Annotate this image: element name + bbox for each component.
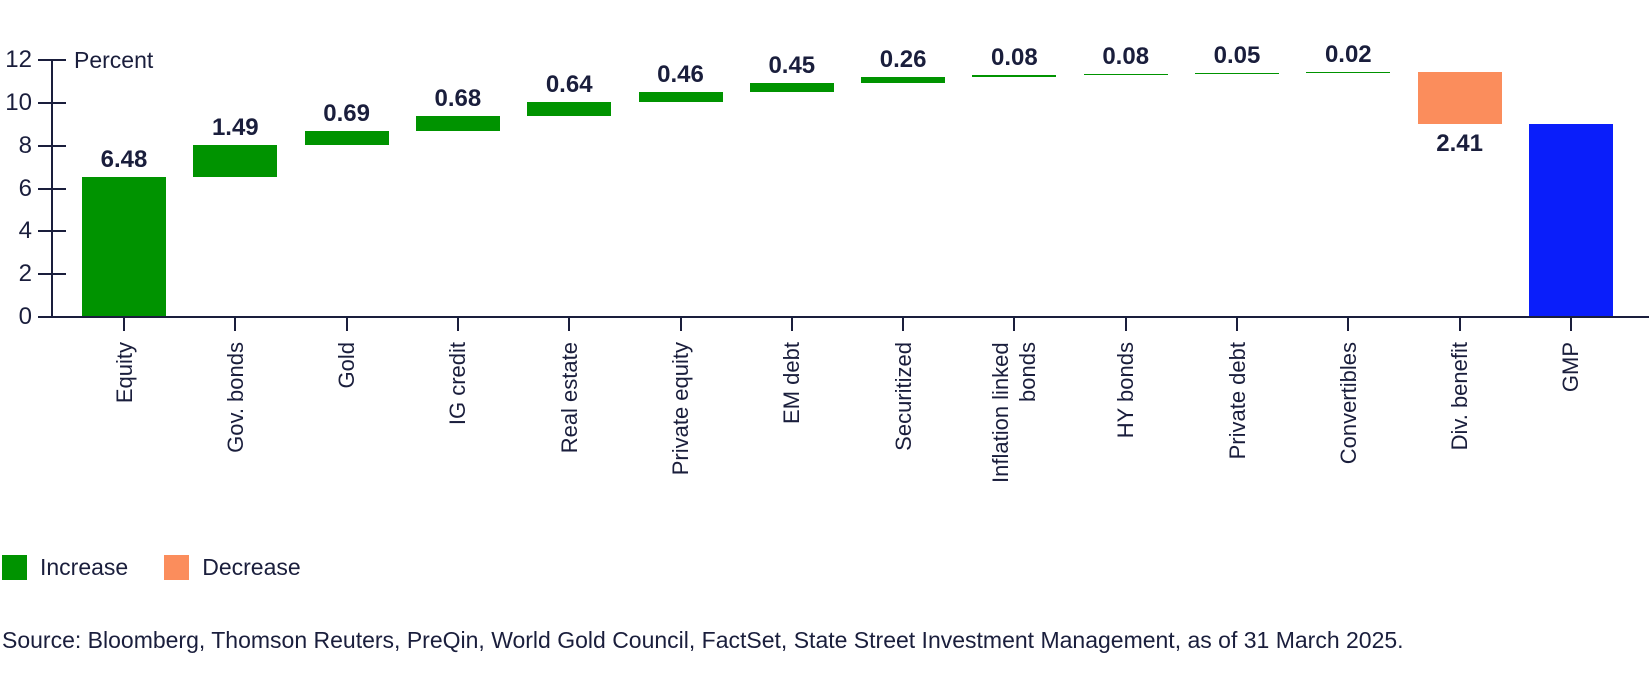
x-axis-line — [38, 316, 1649, 318]
y-tick-label: 8 — [18, 131, 32, 159]
x-tick — [790, 318, 793, 331]
category-label-text: Gold — [334, 342, 360, 389]
y-tick-label: 2 — [18, 260, 32, 288]
bar-decrease — [1417, 72, 1502, 124]
bar-increase — [82, 177, 166, 316]
bar-value-label: 0.64 — [545, 71, 593, 99]
decrease-swatch — [164, 555, 190, 580]
category-label-text: Convertibles — [1335, 342, 1361, 465]
x-tick — [1236, 318, 1238, 331]
bar-value-label: 0.45 — [768, 51, 816, 79]
bar-value-label: 1.49 — [211, 114, 259, 142]
bar-value-label: 0.26 — [879, 46, 927, 74]
bar-increase — [638, 92, 723, 103]
x-tick — [1347, 318, 1350, 331]
source-text: Source: Bloomberg, Thomson Reuters, PreQ… — [2, 627, 1404, 653]
category-label-text: Div. benefit — [1447, 342, 1473, 451]
y-tick — [38, 144, 66, 147]
bar-value-label: 0.05 — [1213, 41, 1261, 69]
x-tick — [1458, 318, 1461, 331]
x-tick — [456, 318, 459, 331]
category-label-text: Private equity — [668, 342, 693, 476]
bar-value-label: 0.02 — [1324, 41, 1372, 69]
y-tick-label: 6 — [18, 174, 32, 202]
bar-value-label: 6.48 — [100, 146, 148, 174]
bar-increase — [861, 77, 946, 83]
bar-increase — [1083, 73, 1168, 76]
y-tick — [38, 230, 66, 233]
y-tick-label: 4 — [18, 217, 32, 245]
legend-item-increase: Increase — [2, 554, 128, 581]
bar-value-label: 0.68 — [434, 84, 482, 112]
x-tick — [1124, 318, 1127, 331]
y-tick — [38, 273, 66, 276]
y-axis-title: Percent — [74, 47, 154, 73]
category-label-text: IG credit — [445, 342, 471, 426]
legend: Increase Decrease — [2, 554, 301, 581]
bar-value-label: 0.08 — [991, 44, 1038, 72]
waterfall-chart: Percent 0 2 4 6 8 10 12 6.48 Equity 1.49 Gov. bond… — [5, 41, 1649, 483]
x-tick — [568, 318, 571, 331]
y-tick-label: 10 — [5, 88, 32, 116]
bar-value-label: 0.46 — [657, 61, 704, 89]
bar-increase — [527, 102, 612, 116]
legend-item-decrease: Decrease — [164, 554, 301, 581]
category-label: GMP — [1481, 342, 1649, 392]
category-label-text: Gov. bonds — [222, 342, 248, 453]
category-label-text: EM debt — [779, 342, 805, 424]
category-label-text: GMP — [1558, 342, 1584, 393]
bar-value-label: 2.41 — [1436, 129, 1483, 157]
bar-increase — [415, 115, 500, 131]
x-tick — [123, 318, 125, 331]
category-label-text: HY bonds — [1113, 342, 1139, 439]
x-tick — [902, 318, 905, 331]
increase-swatch — [2, 555, 27, 580]
bar-value-label: 0.69 — [323, 99, 370, 127]
category-label-text: Private debt — [1224, 342, 1250, 460]
y-tick — [38, 59, 66, 61]
y-tick — [38, 187, 66, 190]
category-label-text: Equity — [111, 342, 137, 404]
category-label-text: Securitized — [890, 342, 916, 451]
x-tick — [345, 318, 348, 331]
y-tick — [38, 316, 66, 318]
bar-increase — [972, 75, 1057, 78]
bar-value-label: 0.08 — [1102, 42, 1150, 70]
category-label-text: Real estate — [556, 342, 582, 454]
x-tick — [679, 318, 682, 331]
y-tick-label: 0 — [18, 303, 32, 330]
legend-label-decrease: Decrease — [202, 554, 301, 580]
y-tick — [38, 101, 66, 104]
x-tick — [1569, 318, 1572, 331]
bar-increase — [193, 145, 278, 178]
x-tick — [234, 318, 237, 331]
bar-increase — [1195, 72, 1279, 74]
bar-increase — [749, 82, 834, 93]
x-tick — [1013, 318, 1016, 331]
bar-total — [1528, 123, 1613, 316]
category-label-text: Inflation linked bonds — [988, 342, 1041, 483]
y-tick-label: 12 — [5, 46, 32, 73]
bar-increase — [304, 130, 389, 146]
legend-label-increase: Increase — [40, 554, 129, 580]
